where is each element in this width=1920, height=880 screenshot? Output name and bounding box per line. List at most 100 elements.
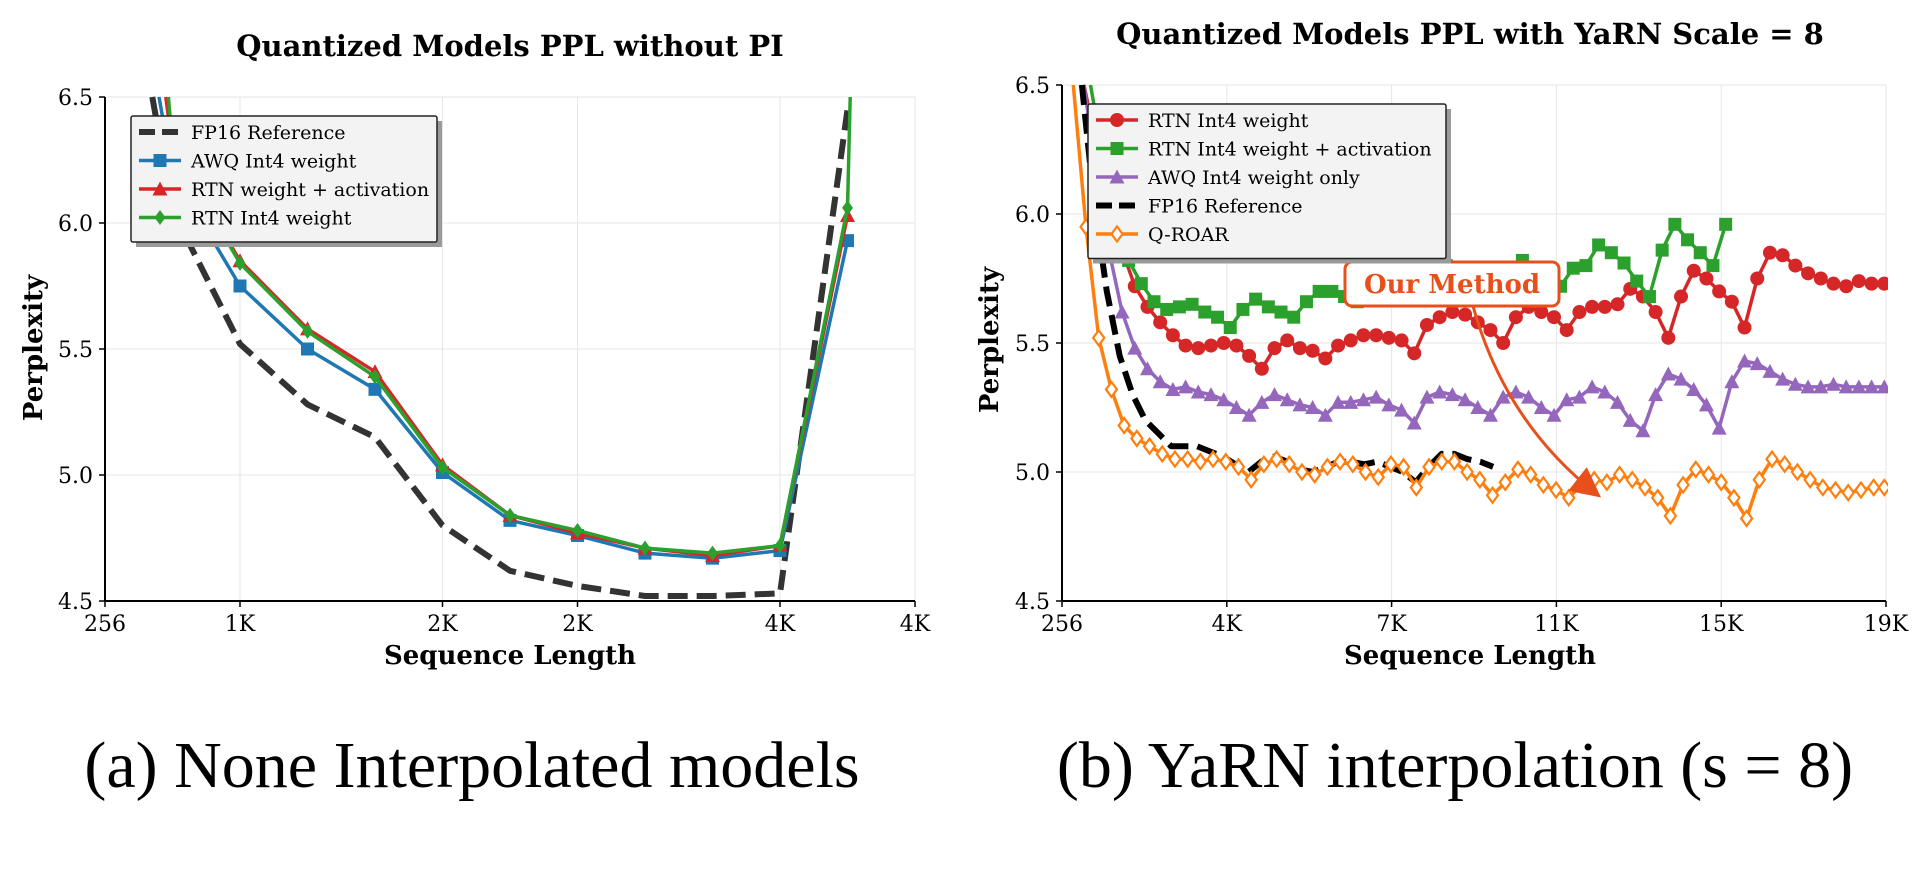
data-point [1750,271,1765,286]
y-tick-label: 6.5 [58,86,93,111]
legend-label: AWQ Int4 weight [190,151,357,173]
y-tick-label: 5.0 [58,464,93,489]
data-point [1739,509,1754,528]
data-point [1168,449,1182,469]
legend-entry-rtn-int4-weight: RTN Int4 weight [139,208,352,230]
x-tick-label: 4K [1212,612,1243,637]
y-tick-label: 4.5 [58,590,93,615]
data-point [1866,478,1881,497]
data-point [1864,276,1879,291]
data-point [1600,472,1614,492]
chart-b-ylabel: Perplexity [975,266,1005,413]
data-point [1280,333,1295,348]
caption-a: (a) None Interpolated models [84,729,859,802]
data-point [1244,470,1259,490]
x-tick-label: 1K [225,612,256,637]
data-point [1508,310,1523,325]
data-point [1470,400,1486,414]
y-tick-label: 5.5 [1015,332,1050,357]
data-point [1536,475,1551,495]
chart-b-legend: RTN Int4 weight RTN Int4 weight + activat… [1087,103,1451,264]
data-point [1394,402,1410,417]
data-point [1698,397,1714,412]
legend-label: RTN Int4 weight [1148,110,1309,132]
data-point [1642,290,1656,304]
data-point [1688,460,1703,479]
data-point [1307,465,1322,484]
data-point [1267,341,1282,356]
data-point [1282,454,1297,474]
data-point [1521,389,1537,404]
data-point [1147,295,1161,309]
data-point [1699,271,1714,286]
y-tick-label: 6.0 [1015,203,1050,228]
data-point [1584,379,1600,394]
legend-label: FP16 Reference [191,122,345,144]
data-point [1813,271,1828,286]
chart-b-ticks: 256 4K 7K 11K 15K 19K 4.5 5.0 5.5 6.0 6.5 [1015,74,1909,637]
x-tick-label: 256 [1041,612,1083,637]
data-point [1142,436,1157,456]
data-point [1838,379,1854,394]
x-tick-label: 11K [1534,612,1579,637]
annotation-box [1343,260,1561,308]
data-point [1241,407,1257,422]
data-point [368,382,382,396]
y-tick-label: 6.5 [1015,74,1050,99]
data-point [1269,449,1284,469]
data-point [1457,392,1473,407]
data-point [1369,328,1384,343]
chart-b-xlabel: Sequence Length [1344,641,1596,671]
chart-a-xlabel: Sequence Length [384,641,636,671]
x-tick-label: 4K [900,612,931,637]
data-point [1254,361,1269,376]
data-point [1419,317,1434,332]
data-point [1533,400,1549,414]
data-point [1193,452,1208,472]
data-point [1681,233,1695,247]
data-point [1655,243,1669,257]
data-point [1546,407,1562,422]
data-point [302,323,313,339]
data-point [1800,379,1816,394]
data-point [1630,274,1644,288]
data-point [1877,276,1888,291]
data-point [774,538,786,554]
data-point [1559,323,1574,338]
legend-label: AWQ Int4 weight only [1147,167,1360,189]
data-point [1648,305,1663,320]
data-point [1295,462,1309,482]
data-point [1172,300,1186,314]
data-point [1127,340,1143,355]
data-point [1152,374,1168,389]
data-point [1216,336,1231,350]
series-fp16-reference [149,96,851,599]
legend-marker [1109,169,1125,184]
data-point [1828,480,1843,500]
data-point [1841,483,1856,503]
data-point [1333,452,1347,472]
legend-label: RTN Int4 weight + activation [1148,139,1432,161]
data-point [1198,305,1212,319]
legend-entry-awq-int4-weight: AWQ Int4 weight [139,151,357,173]
data-point [1409,478,1424,497]
data-point [1496,336,1511,350]
legend-entry-rtn-int4-weight: RTN Int4 weight [1096,110,1309,132]
data-point [1610,297,1625,312]
data-point [639,540,651,556]
legend-entry-q-roar: Q-ROAR [1096,224,1229,246]
data-point [1279,392,1295,407]
y-tick-label: 5.5 [58,338,93,363]
data-point [1460,462,1474,482]
data-point [1617,256,1631,270]
data-point [1693,246,1707,260]
data-point [1381,397,1397,412]
data-point [1331,338,1346,353]
data-point [1571,389,1587,404]
data-point [1674,289,1689,304]
data-point [1638,478,1652,497]
data-point [1254,394,1270,409]
data-point [1178,379,1194,394]
data-point [1813,379,1829,394]
